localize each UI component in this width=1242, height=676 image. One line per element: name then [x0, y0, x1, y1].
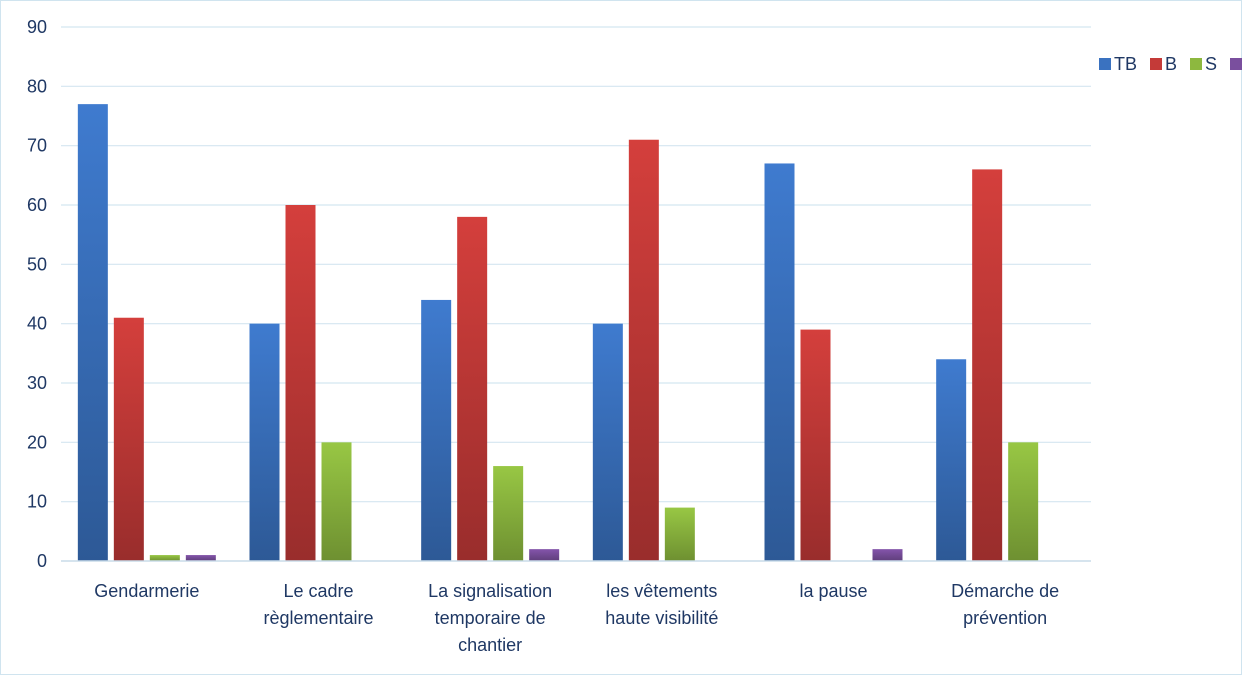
bar-s-0 — [149, 555, 180, 561]
y-tick-label-30: 30 — [27, 373, 47, 393]
bar-tb-0 — [77, 104, 108, 561]
x-category-label-0-0: Gendarmerie — [94, 581, 199, 601]
legend-label-s: S — [1205, 54, 1217, 74]
bar-b-0 — [113, 317, 144, 561]
x-category-label-5-0: Démarche de — [951, 581, 1059, 601]
y-tick-label-70: 70 — [27, 136, 47, 156]
legend-swatch-is — [1230, 58, 1242, 70]
bar-tb-5 — [936, 359, 967, 561]
x-category-label-3-0: les vêtements — [606, 581, 717, 601]
bar-tb-2 — [421, 299, 452, 561]
x-category-label-1-1: règlementaire — [263, 608, 373, 628]
x-category-label-1-0: Le cadre — [283, 581, 353, 601]
legend-swatch-b — [1150, 58, 1162, 70]
y-tick-label-80: 80 — [27, 76, 47, 96]
legend-swatch-s — [1190, 58, 1202, 70]
x-category-label-5-1: prévention — [963, 608, 1047, 628]
bar-tb-3 — [592, 323, 623, 561]
bar-s-5 — [1008, 442, 1039, 561]
bar-is-2 — [529, 549, 560, 561]
y-tick-label-10: 10 — [27, 492, 47, 512]
bar-s-3 — [664, 507, 695, 561]
bar-tb-4 — [764, 163, 795, 561]
bar-b-4 — [800, 329, 831, 561]
bars — [77, 104, 1039, 561]
y-tick-label-40: 40 — [27, 314, 47, 334]
gridlines — [61, 26, 1091, 503]
bar-is-4 — [872, 549, 903, 561]
y-tick-label-50: 50 — [27, 254, 47, 274]
y-axis-ticks: 0 10 20 30 40 50 60 70 80 90 — [27, 17, 47, 571]
bar-s-2 — [493, 466, 524, 561]
x-category-label-4-0: la pause — [799, 581, 867, 601]
bar-b-2 — [457, 216, 488, 561]
bar-tb-1 — [249, 323, 280, 561]
y-tick-label-20: 20 — [27, 432, 47, 452]
bar-s-1 — [321, 442, 352, 561]
x-category-label-2-1: temporaire de — [435, 608, 546, 628]
y-tick-label-60: 60 — [27, 195, 47, 215]
x-category-label-2-2: chantier — [458, 635, 522, 655]
bar-b-1 — [285, 205, 316, 561]
bar-b-3 — [628, 139, 659, 561]
legend-label-b: B — [1165, 54, 1177, 74]
x-category-label-3-1: haute visibilité — [605, 608, 718, 628]
bar-b-5 — [972, 169, 1003, 561]
y-tick-label-90: 90 — [27, 17, 47, 37]
x-axis-categories: Gendarmerie Le cadre règlementaire La signa… — [94, 581, 1059, 655]
legend: TBBSIS — [1099, 54, 1242, 74]
legend-swatch-tb — [1099, 58, 1111, 70]
y-tick-label-0: 0 — [37, 551, 47, 571]
legend-label-tb: TB — [1114, 54, 1137, 74]
bar-is-0 — [185, 555, 216, 561]
x-category-label-2-0: La signalisation — [428, 581, 552, 601]
